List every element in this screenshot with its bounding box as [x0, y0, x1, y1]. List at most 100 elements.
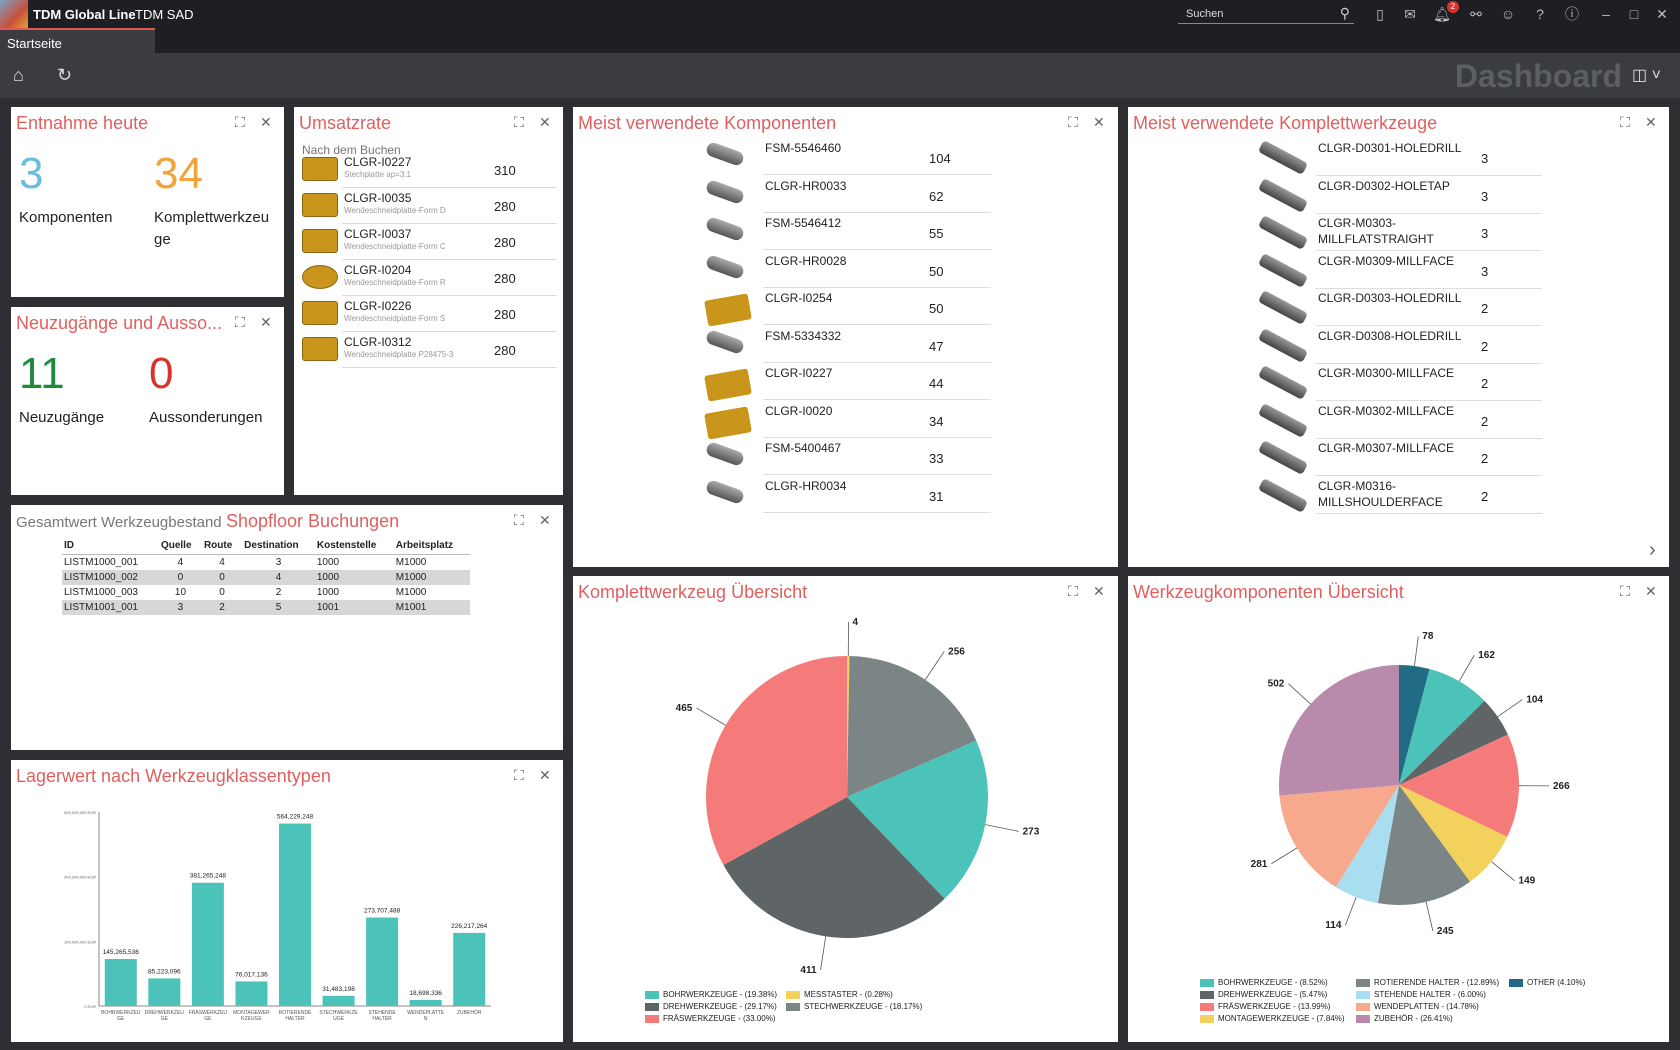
pie-slice[interactable] [723, 797, 945, 938]
close-icon[interactable]: ✕ [1645, 114, 1657, 130]
expand-icon[interactable]: ⛶ [1620, 114, 1630, 130]
close-icon[interactable]: ✕ [539, 114, 551, 130]
pie-slice[interactable] [1279, 785, 1399, 888]
column-header[interactable]: Kostenstelle [316, 540, 377, 551]
list-item-id[interactable]: CLGR-I0227 [344, 155, 412, 169]
expand-icon[interactable]: ⛶ [235, 114, 245, 130]
list-item-id[interactable]: CLGR-M0302-MILLFACE [1318, 403, 1455, 418]
list-item-id[interactable]: FSM-5546460 [765, 141, 842, 155]
list-item-id[interactable]: CLGR-HR0028 [765, 253, 847, 268]
table-row[interactable]: LISTM1001_001 3 2 5 1001 M1001 [62, 600, 470, 615]
tab-startseite[interactable]: Startseite [0, 28, 155, 53]
list-item-id[interactable]: CLGR-M0300-MILLFACE [1318, 366, 1455, 380]
panel-tab-gesamtwert[interactable]: Gesamtwert Werkzeugbestand [16, 514, 222, 531]
legend-item[interactable]: BOHRWERKZEUGE - (19.38%) [645, 990, 777, 999]
list-item-id[interactable]: CLGR-HR0034 [765, 478, 847, 493]
pie-slice[interactable] [1279, 665, 1399, 796]
chat-icon[interactable]: ✉ [1404, 6, 1416, 22]
next-page-icon[interactable]: › [1649, 539, 1656, 561]
legend-item[interactable]: FRÄSWERKZEUGE - (33.00%) [645, 1014, 775, 1023]
pie-slice[interactable] [1377, 785, 1470, 905]
list-item-id[interactable]: CLGR-M0303- [1318, 216, 1397, 230]
list-item-id[interactable]: CLGR-I0226 [344, 299, 412, 313]
pie-slice[interactable] [1399, 700, 1508, 785]
legend-item[interactable]: DREHWERKZEUGE - (29.17%) [645, 1002, 777, 1011]
pie-slice[interactable] [1335, 785, 1399, 904]
info-icon[interactable]: ⓘ [1565, 6, 1579, 22]
pie-slice[interactable] [1399, 668, 1485, 785]
minimize-icon[interactable]: – [1602, 6, 1610, 22]
list-item-id[interactable]: FSM-5546412 [765, 216, 842, 230]
close-icon[interactable]: ✕ [539, 512, 551, 528]
refresh-icon[interactable]: ↻ [57, 65, 73, 85]
close-icon[interactable]: ✕ [1093, 114, 1105, 130]
close-icon[interactable]: ✕ [260, 314, 272, 330]
network-icon[interactable]: ⚯ [1470, 6, 1482, 22]
pie-slice[interactable] [1399, 734, 1519, 837]
legend-item[interactable]: MONTAGEWERKZEUGE - (7.84%) [1200, 1014, 1345, 1023]
bar[interactable] [235, 981, 268, 1006]
pie-slice[interactable] [847, 656, 977, 797]
user-icon[interactable]: ☺ [1500, 6, 1516, 22]
bar[interactable] [148, 978, 181, 1006]
close-icon[interactable]: ✕ [539, 767, 551, 783]
close-icon[interactable]: ✕ [260, 114, 272, 130]
column-header[interactable]: Route [203, 540, 233, 551]
expand-icon[interactable]: ⛶ [514, 767, 524, 783]
pie-slice[interactable] [706, 656, 847, 865]
app-module[interactable]: TDM SAD [135, 7, 194, 22]
list-item-id[interactable]: CLGR-I0254 [765, 291, 833, 305]
table-row[interactable]: LISTM1000_001 4 4 3 1000 M1000 [62, 554, 470, 570]
table-row[interactable]: LISTM1000_002 0 0 4 1000 M1000 [62, 570, 470, 585]
legend-item[interactable]: OTHER (4.10%) [1509, 978, 1585, 987]
search-icon[interactable]: ⚲ [1339, 5, 1350, 21]
close-icon[interactable]: ✕ [1645, 583, 1657, 599]
legend-item[interactable]: FRÄSWERKZEUGE - (13.99%) [1200, 1002, 1330, 1011]
bar[interactable] [191, 882, 224, 1006]
search-input[interactable]: Suchen ⚲ [1178, 3, 1354, 24]
list-item-id[interactable]: CLGR-M0307-MILLFACE [1318, 441, 1455, 455]
expand-icon[interactable]: ⛶ [235, 314, 245, 330]
table-row[interactable]: LISTM1000_003 10 0 2 1000 M1000 [62, 585, 470, 600]
list-item-id[interactable]: CLGR-I0037 [344, 227, 412, 241]
column-header[interactable]: Quelle [160, 540, 192, 551]
panel-title[interactable]: Shopfloor Buchungen [226, 511, 400, 531]
legend-item[interactable]: WENDEPLATTEN - (14.78%) [1356, 1002, 1479, 1011]
list-item-id[interactable]: CLGR-D0301-HOLEDRILL [1318, 141, 1462, 155]
list-item-id[interactable]: CLGR-I0204 [344, 263, 412, 277]
list-item-id[interactable]: FSM-5334332 [765, 328, 842, 343]
legend-item[interactable]: ROTIERENDE HALTER - (12.89%) [1356, 978, 1499, 987]
bar[interactable] [104, 959, 137, 1006]
expand-icon[interactable]: ⛶ [514, 114, 524, 130]
legend-item[interactable]: MESSTASTER - (0.28%) [786, 990, 893, 999]
close-window-icon[interactable]: ✕ [1656, 6, 1668, 22]
expand-icon[interactable]: ⛶ [514, 512, 524, 528]
list-item-id[interactable]: CLGR-I0227 [765, 366, 833, 380]
pie-slice[interactable] [847, 656, 850, 797]
layout-icon[interactable]: ◫ ˅ [1632, 67, 1661, 84]
list-item-id[interactable]: CLGR-D0308-HOLEDRILL [1318, 328, 1462, 343]
list-item-id[interactable]: CLGR-M0316- [1318, 478, 1397, 493]
legend-item[interactable]: BOHRWERKZEUGE - (8.52%) [1200, 978, 1328, 987]
bar[interactable] [453, 932, 486, 1006]
bar[interactable] [279, 823, 311, 1006]
column-header[interactable]: Destination [244, 540, 299, 551]
column-header[interactable]: Arbeitsplatz [395, 540, 454, 551]
legend-item[interactable]: ZUBEHÖR - (26.41%) [1356, 1014, 1453, 1023]
bar[interactable] [409, 999, 442, 1006]
expand-icon[interactable]: ⛶ [1068, 114, 1078, 130]
legend-item[interactable]: STEHENDE HALTER - (6.00%) [1356, 990, 1486, 999]
legend-item[interactable]: STECHWERKZEUGE - (18.17%) [786, 1002, 922, 1011]
expand-icon[interactable]: ⛶ [1068, 583, 1078, 599]
pie-slice[interactable] [847, 740, 988, 899]
document-icon[interactable]: ▯ [1376, 6, 1384, 22]
legend-item[interactable]: DREHWERKZEUGE - (5.47%) [1200, 990, 1327, 999]
list-item-id[interactable]: CLGR-M0309-MILLFACE [1318, 253, 1455, 268]
list-item-id[interactable]: CLGR-D0303-HOLEDRILL [1318, 291, 1462, 305]
list-item-id[interactable]: CLGR-I0020 [765, 403, 833, 418]
home-icon[interactable]: ⌂ [13, 65, 24, 85]
list-item-id[interactable]: CLGR-HR0033 [765, 178, 847, 193]
list-item-id[interactable]: FSM-5400467 [765, 441, 842, 455]
bell-icon[interactable]: 🔔︎ [1433, 6, 1451, 22]
bar[interactable] [322, 995, 355, 1006]
